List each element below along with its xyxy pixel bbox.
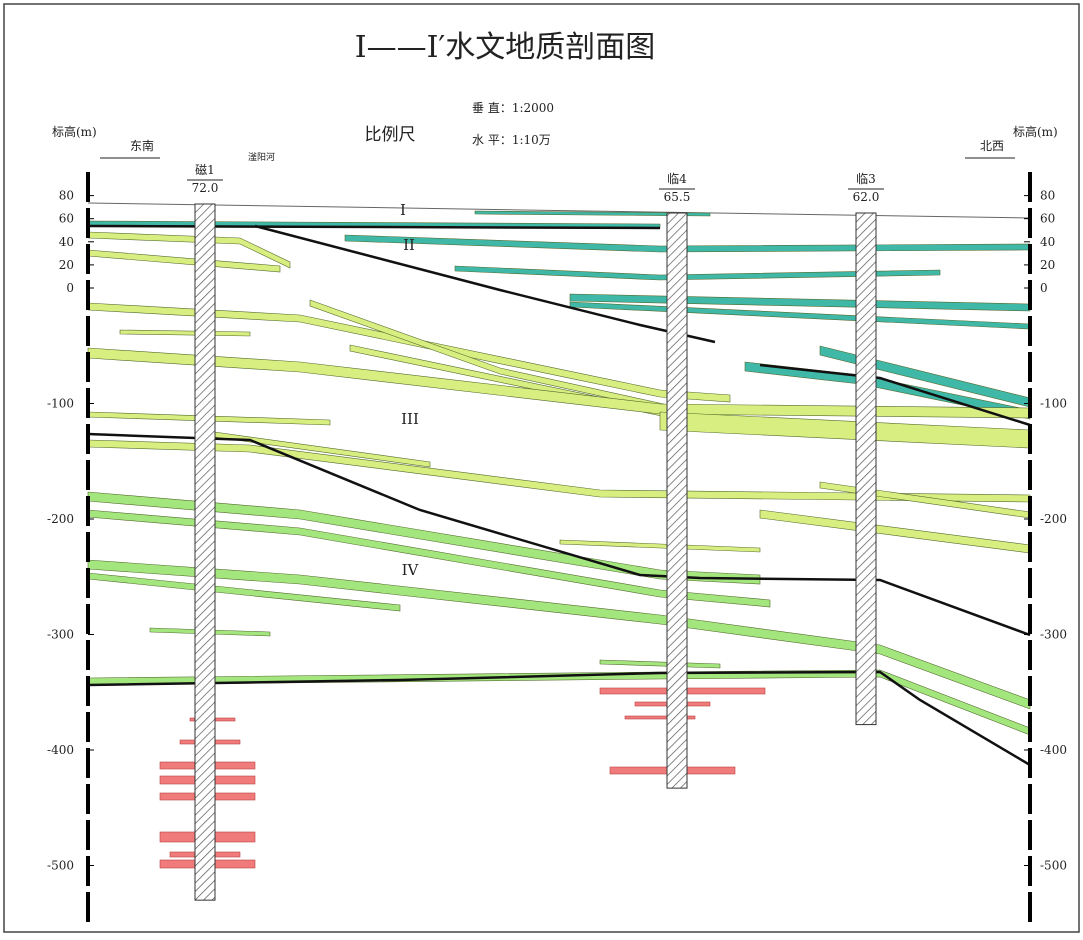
- scale-vertical: 垂 直：1:2000: [472, 101, 554, 115]
- aquifer-group-label: IV: [402, 561, 420, 579]
- tick-label: -400: [47, 743, 74, 757]
- group-boundary: [87, 670, 1031, 767]
- layers: [87, 202, 1031, 869]
- tick-label: -100: [47, 397, 74, 411]
- scale-horizontal: 水 平：1:10万: [472, 133, 551, 147]
- tick-label: 40: [1040, 235, 1055, 249]
- borehole: [855, 212, 877, 726]
- tick-label: 40: [59, 235, 74, 249]
- borehole-name: 临4: [667, 172, 687, 186]
- right-direction: 北西: [980, 139, 1004, 153]
- borehole: [666, 212, 688, 789]
- aquifer-layer: [87, 559, 1031, 710]
- aquifer-layer: [559, 539, 761, 553]
- aquifer-group-label: II: [403, 236, 415, 254]
- left-axis-label: 标高(m): [52, 124, 97, 139]
- tick-label: 0: [66, 281, 74, 295]
- borehole-elevation: 72.0: [192, 181, 219, 195]
- tick-label: -100: [1040, 397, 1067, 411]
- tick-label: 20: [1040, 258, 1055, 272]
- borehole-elevation: 62.0: [853, 190, 880, 204]
- aquifer-layer: [474, 210, 711, 217]
- tick-label: -200: [47, 512, 74, 526]
- aquifer-layer: [87, 509, 771, 608]
- borehole-elevation: 65.5: [664, 190, 691, 204]
- aquifer-layer: [454, 265, 941, 281]
- left-direction: 东南: [130, 138, 154, 153]
- scale-label: 比例尺: [365, 125, 416, 145]
- tick-label: -400: [1040, 743, 1067, 757]
- aquifer-group-label: I: [400, 201, 406, 219]
- tick-label: -500: [47, 859, 74, 873]
- tick-label: 80: [59, 189, 74, 203]
- title: I——I′水文地质剖面图: [355, 30, 656, 65]
- tick-label: -300: [47, 628, 74, 642]
- aquifer-group-label: III: [401, 410, 419, 428]
- tick-label: -200: [1040, 512, 1067, 526]
- borehole: [194, 203, 216, 901]
- group-boundary: [87, 224, 661, 230]
- river-label: 滏阳河: [248, 151, 275, 163]
- tick-label: 20: [59, 258, 74, 272]
- tick-label: 0: [1040, 281, 1048, 295]
- aquiclude-layer: [624, 715, 696, 720]
- borehole-name: 磁1: [195, 162, 215, 177]
- tick-label: -300: [1040, 628, 1067, 642]
- group-boundary: [759, 363, 1031, 427]
- tick-label: 60: [1040, 212, 1055, 226]
- group-boundary: [87, 432, 1031, 637]
- right-axis-label: 标高(m): [1013, 124, 1058, 139]
- borehole-name: 临3: [856, 172, 876, 186]
- tick-label: 80: [1040, 189, 1055, 203]
- tick-label: 60: [59, 212, 74, 226]
- tick-label: -500: [1040, 859, 1067, 873]
